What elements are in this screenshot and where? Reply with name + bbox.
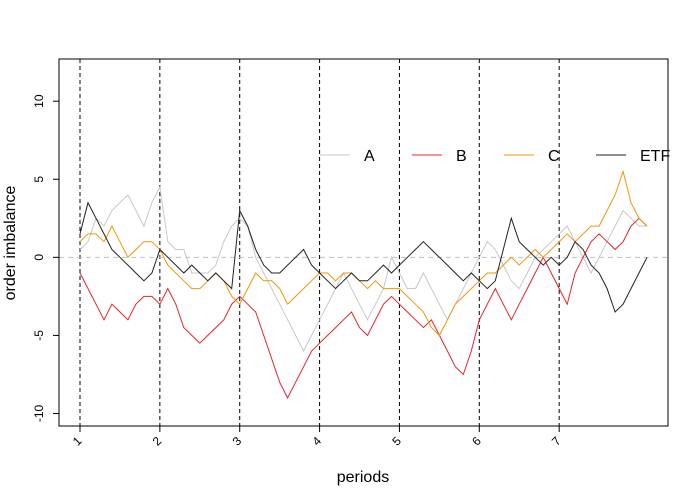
x-tick-label: 2 — [150, 434, 165, 449]
y-tick-label: -5 — [32, 330, 46, 341]
x-tick-label: 6 — [469, 434, 484, 449]
y-tick-label: 0 — [32, 254, 46, 261]
legend-label-b: B — [456, 148, 467, 165]
x-tick-label: 1 — [70, 434, 85, 449]
y-axis: -10 -5 0 5 10 — [32, 94, 60, 423]
y-tick-label: -10 — [32, 405, 46, 423]
series-line-c — [79, 169, 648, 337]
x-tick-label: 7 — [549, 434, 564, 449]
x-tick-label: 5 — [389, 434, 404, 449]
y-tick-label: 10 — [32, 94, 46, 108]
plot-frame — [58, 58, 669, 427]
series-line-a — [79, 185, 647, 353]
y-tick-label: 5 — [32, 176, 46, 183]
y-axis-label: order imbalance — [2, 186, 19, 301]
x-axis: 1 2 3 4 5 6 7 — [70, 425, 564, 449]
x-tick-label: 3 — [230, 434, 245, 449]
legend-label-a: A — [364, 148, 375, 165]
legend: A B C ETF — [320, 148, 670, 165]
period-lines — [79, 59, 560, 426]
series-line-etf — [79, 201, 648, 313]
series-lines — [79, 169, 648, 400]
x-tick-label: 4 — [309, 434, 324, 449]
legend-label-c: C — [548, 148, 560, 165]
x-axis-label: periods — [337, 469, 389, 486]
legend-label-etf: ETF — [640, 148, 670, 165]
series-line-b — [79, 217, 648, 400]
